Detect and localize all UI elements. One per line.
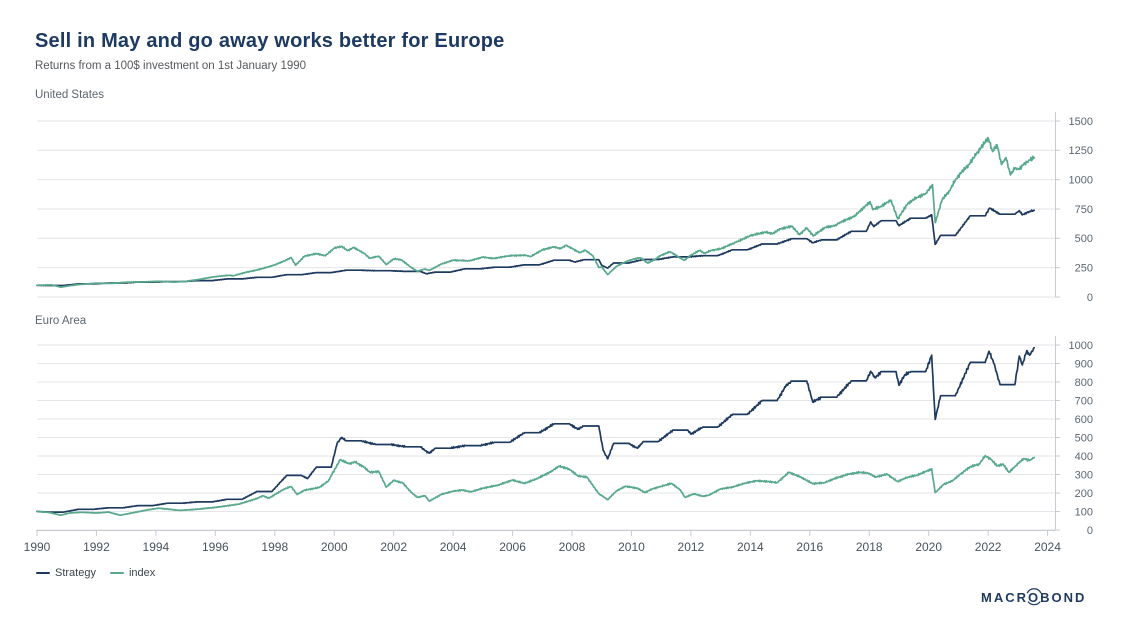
logo-orbit-bottom-icon: [1027, 601, 1041, 606]
x-tick-label: 1990: [24, 540, 51, 554]
x-tick-label: 2002: [380, 540, 407, 554]
y-tick-label: 200: [1075, 488, 1093, 500]
y-tick-label: 700: [1075, 395, 1093, 407]
strategy-line-swatch: [36, 571, 50, 575]
y-tick-label: 0: [1087, 292, 1093, 304]
legend-label-strategy: Strategy: [55, 567, 96, 579]
x-tick-label: 2018: [856, 540, 883, 554]
series-line-strategy: [36, 346, 1036, 513]
logo-orbit-top-icon: [1026, 588, 1042, 594]
series-line-index: [36, 136, 1036, 288]
y-tick-label: 600: [1075, 414, 1093, 426]
x-tick-label: 2012: [678, 540, 705, 554]
x-tick-label: 2004: [440, 540, 467, 554]
series-line-strategy: [36, 207, 1036, 287]
y-tick-label: 1000: [1069, 340, 1093, 352]
series-line-index: [36, 454, 1036, 517]
x-tick-label: 2000: [321, 540, 348, 554]
panel-label-euro-area: Euro Area: [35, 315, 87, 327]
y-tick-label: 800: [1075, 377, 1093, 389]
y-tick-label: 1500: [1069, 116, 1093, 128]
macrobond-logo: MACROBOND: [981, 588, 1086, 606]
page-subtitle: Returns from a 100$ investment on 1st Ja…: [35, 60, 307, 72]
panel-label-united-states: United States: [35, 89, 105, 101]
legend-item-strategy: Strategy: [36, 567, 96, 579]
x-tick-label: 2022: [975, 540, 1002, 554]
x-tick-label: 1996: [202, 540, 229, 554]
x-tick-label: 2014: [737, 540, 764, 554]
logo-text: MACROBOND: [981, 590, 1086, 605]
y-tick-label: 250: [1075, 262, 1093, 274]
legend-label-index: index: [128, 567, 156, 579]
x-tick-label: 1992: [83, 540, 110, 554]
y-tick-label: 1000: [1069, 174, 1093, 186]
x-tick-label: 2006: [499, 540, 526, 554]
x-tick-label: 2008: [559, 540, 586, 554]
x-tick-label: 2016: [796, 540, 823, 554]
legend: Strategy index: [36, 567, 155, 579]
y-tick-label: 500: [1075, 233, 1093, 245]
x-tick-label: 2010: [618, 540, 645, 554]
y-tick-label: 400: [1075, 451, 1093, 463]
y-tick-label: 0: [1087, 525, 1093, 537]
x-tick-label: 1994: [143, 540, 170, 554]
y-tick-label: 750: [1075, 204, 1093, 216]
y-tick-label: 900: [1075, 358, 1093, 370]
y-tick-label: 100: [1075, 506, 1093, 518]
page-title: Sell in May and go away works better for…: [35, 30, 505, 52]
y-tick-label: 500: [1075, 432, 1093, 444]
index-line-swatch: [109, 571, 124, 575]
x-tick-label: 2024: [1034, 540, 1061, 554]
x-tick-label: 1998: [261, 540, 288, 554]
y-tick-label: 1250: [1069, 145, 1093, 157]
y-tick-label: 300: [1075, 469, 1093, 481]
legend-item-index: index: [109, 567, 156, 579]
x-tick-label: 2020: [915, 540, 942, 554]
